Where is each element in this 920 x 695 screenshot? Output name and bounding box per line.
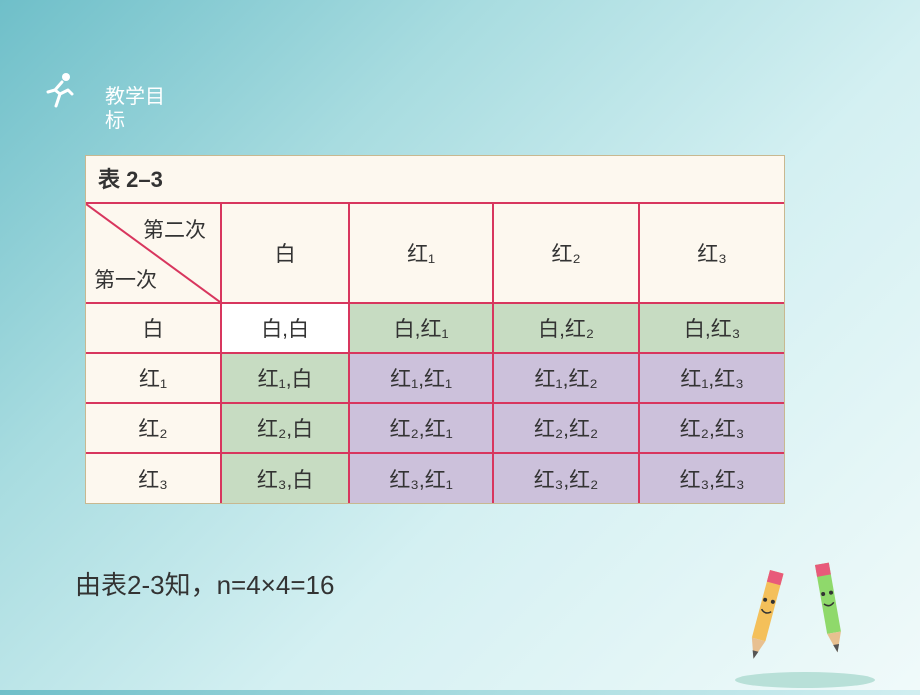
cell: 红₁,红₂ bbox=[493, 353, 639, 403]
cell: 红₂,红₁ bbox=[349, 403, 493, 453]
data-table: 第二次 第一次 白 红₁ 红₂ 红₃ 白 白,白 白,红₁ 白,红₂ 白,红₃ … bbox=[86, 202, 784, 503]
col-header: 红₃ bbox=[639, 203, 784, 303]
table-row: 红₂ 红₂,白 红₂,红₁ 红₂,红₂ 红₂,红₃ bbox=[86, 403, 784, 453]
table-row: 白 白,白 白,红₁ 白,红₂ 白,红₃ bbox=[86, 303, 784, 353]
row-label: 白 bbox=[86, 303, 221, 353]
header-label: 教学目标 bbox=[105, 85, 175, 133]
cell: 红₂,红₃ bbox=[639, 403, 784, 453]
cell: 白,白 bbox=[221, 303, 349, 353]
table-title: 表 2–3 bbox=[86, 156, 784, 202]
diag-bottom-label: 第一次 bbox=[94, 264, 157, 294]
table-row: 红₃ 红₃,白 红₃,红₁ 红₃,红₂ 红₃,红₃ bbox=[86, 453, 784, 503]
diagonal-header: 第二次 第一次 bbox=[86, 203, 221, 303]
cell: 红₂,白 bbox=[221, 403, 349, 453]
cell: 红₃,红₁ bbox=[349, 453, 493, 503]
runner-icon bbox=[40, 70, 80, 110]
row-label: 红₃ bbox=[86, 453, 221, 503]
cell: 红₁,红₃ bbox=[639, 353, 784, 403]
cell: 白,红₁ bbox=[349, 303, 493, 353]
cell: 白,红₃ bbox=[639, 303, 784, 353]
cell: 红₁,白 bbox=[221, 353, 349, 403]
col-header: 红₂ bbox=[493, 203, 639, 303]
diag-top-label: 第二次 bbox=[143, 214, 206, 244]
caption-text: 由表2-3知，n=4×4=16 bbox=[75, 565, 334, 602]
header-row: 第二次 第一次 白 红₁ 红₂ 红₃ bbox=[86, 203, 784, 303]
table-row: 红₁ 红₁,白 红₁,红₁ 红₁,红₂ 红₁,红₃ bbox=[86, 353, 784, 403]
cell: 红₁,红₁ bbox=[349, 353, 493, 403]
cell: 白,红₂ bbox=[493, 303, 639, 353]
cell: 红₃,白 bbox=[221, 453, 349, 503]
cell: 红₃,红₃ bbox=[639, 453, 784, 503]
col-header: 白 bbox=[221, 203, 349, 303]
col-header: 红₁ bbox=[349, 203, 493, 303]
pencil-decoration-icon bbox=[720, 560, 890, 690]
cell: 红₃,红₂ bbox=[493, 453, 639, 503]
row-label: 红₂ bbox=[86, 403, 221, 453]
probability-table: 表 2–3 第二次 第一次 白 红₁ 红₂ 红₃ 白 白,白 白,红₁ 白,红₂… bbox=[85, 155, 785, 504]
cell: 红₂,红₂ bbox=[493, 403, 639, 453]
row-label: 红₁ bbox=[86, 353, 221, 403]
